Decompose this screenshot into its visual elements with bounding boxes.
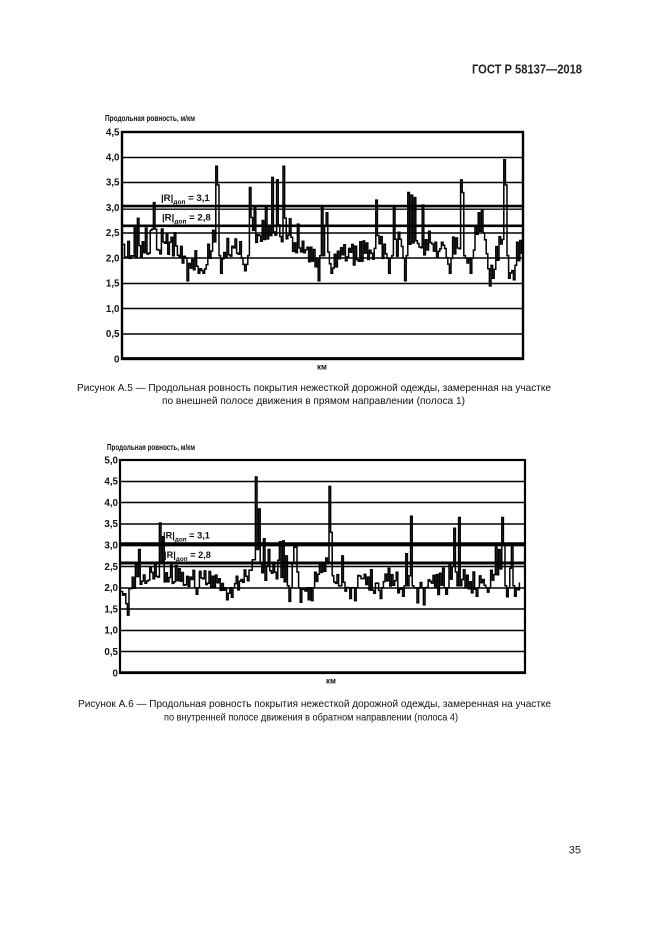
svg-text:|R|доп = 2,8: |R|доп = 2,8 (162, 213, 211, 226)
svg-text:1,0: 1,0 (104, 626, 118, 637)
svg-text:|R|доп = 2,8: |R|доп = 2,8 (164, 550, 211, 563)
svg-text:3,0: 3,0 (104, 541, 118, 552)
svg-text:2,5: 2,5 (106, 228, 120, 239)
svg-text:4,5: 4,5 (106, 127, 120, 138)
svg-text:3,5: 3,5 (104, 519, 118, 530)
svg-text:0: 0 (114, 354, 120, 365)
svg-text:Продольная ровность, м/км: Продольная ровность, м/км (107, 442, 195, 452)
svg-text:км: км (326, 677, 336, 686)
svg-text:по внешней полосе движения в п: по внешней полосе движения в прямом напр… (162, 396, 465, 407)
svg-text:35: 35 (569, 845, 581, 857)
svg-text:Рисунок А.5 — Продольная ровно: Рисунок А.5 — Продольная ровность покрыт… (77, 383, 551, 394)
svg-text:1,5: 1,5 (106, 279, 120, 290)
svg-text:2,5: 2,5 (104, 562, 118, 573)
svg-text:4,0: 4,0 (106, 153, 120, 164)
svg-text:Продольная ровность, м/км: Продольная ровность, м/км (105, 113, 195, 123)
svg-text:2,0: 2,0 (106, 253, 120, 264)
svg-text:4,5: 4,5 (104, 477, 118, 488)
svg-text:км: км (317, 363, 327, 372)
svg-text:5,0: 5,0 (104, 455, 118, 466)
svg-text:0,5: 0,5 (106, 329, 120, 340)
svg-text:0,5: 0,5 (104, 647, 118, 658)
svg-text:Рисунок А.6 — Продольная ровно: Рисунок А.6 — Продольная ровность покрыт… (78, 699, 551, 710)
svg-text:ГОСТ Р 58137—2018: ГОСТ Р 58137—2018 (472, 62, 582, 77)
svg-text:4,0: 4,0 (104, 498, 118, 509)
svg-text:2,0: 2,0 (104, 583, 118, 594)
svg-text:3,5: 3,5 (106, 178, 120, 189)
svg-text:3,0: 3,0 (106, 203, 120, 214)
svg-text:|R|доп = 3,1: |R|доп = 3,1 (161, 193, 210, 206)
svg-text:по внутренней полосе движения: по внутренней полосе движения в обратном… (164, 712, 458, 724)
svg-text:|R|доп = 3,1: |R|доп = 3,1 (163, 531, 210, 544)
svg-text:0: 0 (113, 668, 119, 679)
svg-text:1,5: 1,5 (104, 604, 118, 615)
svg-text:1,0: 1,0 (106, 304, 120, 315)
